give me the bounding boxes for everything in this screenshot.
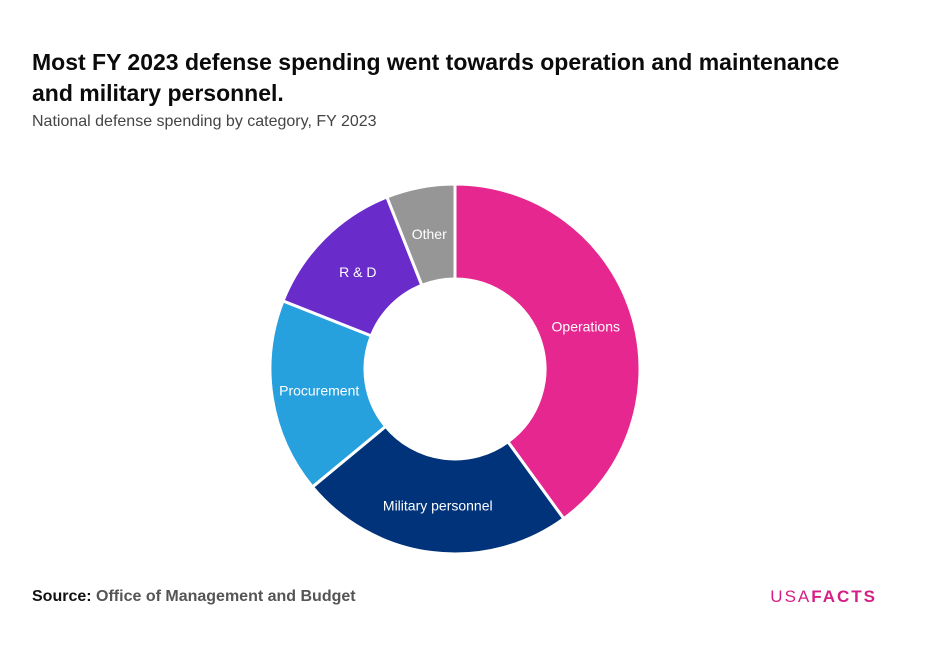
chart-subtitle: National defense spending by category, F… <box>32 113 377 130</box>
slice-label: Operations <box>552 319 620 335</box>
chart-title: Most FY 2023 defense spending went towar… <box>32 49 840 106</box>
source-line: Source: Office of Management and Budget <box>32 587 356 607</box>
slice-label: Military personnel <box>383 497 493 513</box>
source-label: Source: <box>32 588 92 605</box>
slice-procurement <box>268 299 388 489</box>
donut-labels: Operations Military personnel Procurement R… <box>279 226 620 513</box>
slice-other <box>385 182 457 287</box>
usafacts-logo: USAFACTS <box>770 587 877 607</box>
slice-label: R & D <box>339 264 376 280</box>
slice-label: Other <box>412 226 447 242</box>
logo-usa-text: USA <box>770 587 812 606</box>
slice-label: Procurement <box>279 383 359 399</box>
slice-operations <box>453 182 642 521</box>
slice-military-personnel <box>310 424 566 556</box>
logo-facts-text: FACTS <box>811 587 877 606</box>
source-value: Office of Management and Budget <box>96 588 356 605</box>
donut-slices <box>268 182 642 556</box>
